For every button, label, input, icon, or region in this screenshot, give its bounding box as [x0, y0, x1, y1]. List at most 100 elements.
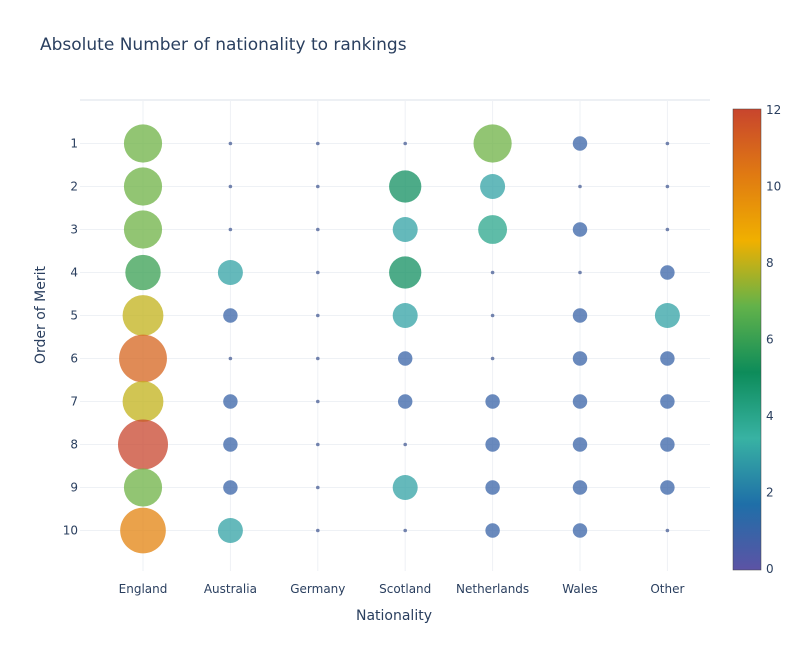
bubble-england-rank-1[interactable]: England, 1: 7: [123, 124, 163, 163]
bubble-netherlands-rank-4[interactable]: Netherlands, 4: 0: [490, 270, 495, 275]
bubble-wales-rank-7[interactable]: Wales, 7: 1: [572, 394, 588, 409]
bubble-scotland-rank-4[interactable]: Scotland, 4: 5: [389, 256, 422, 289]
x-tick-england: England: [119, 582, 168, 596]
x-axis-label: Nationality: [356, 608, 432, 624]
bubble-netherlands-rank-9[interactable]: Netherlands, 9: 1: [485, 480, 500, 495]
bubble-england-rank-4[interactable]: England, 4: 6: [125, 254, 161, 291]
colorbar-tick-2: 2: [766, 486, 774, 500]
bubble-wales-rank-4[interactable]: Wales, 4: 0: [578, 270, 582, 275]
x-tick-other: Other: [650, 582, 684, 596]
bubble-other-rank-6[interactable]: Other, 6: 1: [660, 351, 675, 366]
bubble-germany-rank-2[interactable]: Germany, 2: 0: [316, 184, 320, 189]
bubble-scotland-rank-7[interactable]: Scotland, 7: 1: [397, 394, 413, 409]
bubble-netherlands-rank-7[interactable]: Netherlands, 7: 1: [485, 394, 500, 409]
bubble-australia-rank-3[interactable]: Australia, 3: 0: [228, 227, 233, 232]
bubble-wales-rank-6[interactable]: Wales, 6: 1: [572, 351, 588, 366]
bubble-netherlands-rank-8[interactable]: Netherlands, 8: 1: [485, 437, 500, 452]
bubble-other-rank-7[interactable]: Other, 7: 1: [660, 394, 675, 409]
bubble-australia-rank-1[interactable]: Australia, 1: 0: [228, 141, 233, 146]
y-axis-ticks: 1 2 3 4 5 6 7 8 9 10: [63, 137, 78, 538]
colorbar-tick-4: 4: [766, 409, 774, 423]
bubble-wales-rank-9[interactable]: Wales, 9: 1: [572, 480, 588, 495]
bubble-wales-rank-3[interactable]: Wales, 3: 1: [572, 222, 588, 237]
bubble-germany-rank-8[interactable]: Germany, 8: 0: [316, 442, 320, 447]
bubble-australia-rank-9[interactable]: Australia, 9: 1: [223, 480, 238, 495]
bubble-scotland-rank-6[interactable]: Scotland, 6: 1: [397, 351, 413, 366]
chart-title: Absolute Number of nationality to rankin…: [40, 35, 407, 55]
bubble-australia-rank-10[interactable]: Australia, 10: 3: [217, 518, 243, 543]
colorbar-tick-0: 0: [766, 562, 774, 576]
bubble-scotland-rank-1[interactable]: Scotland, 1: 0: [403, 141, 408, 146]
y-tick-8: 8: [70, 438, 78, 452]
bubble-england-rank-2[interactable]: England, 2: 7: [123, 167, 163, 206]
bubble-germany-rank-4[interactable]: Germany, 4: 0: [316, 270, 320, 275]
x-tick-germany: Germany: [290, 582, 345, 596]
y-tick-1: 1: [70, 137, 78, 151]
y-tick-4: 4: [70, 266, 78, 280]
y-axis-label: Order of Merit: [33, 265, 49, 364]
bubble-australia-rank-8[interactable]: Australia, 8: 1: [223, 437, 238, 452]
bubble-netherlands-rank-6[interactable]: Netherlands, 6: 0: [490, 356, 495, 361]
bubble-scotland-rank-9[interactable]: Scotland, 9: 3: [392, 475, 418, 500]
bubble-scotland-rank-10[interactable]: Scotland, 10: 0: [403, 528, 408, 533]
bubble-netherlands-rank-3[interactable]: Netherlands, 3: 4: [478, 215, 508, 244]
bubbles: England, 1: 7 Australia, 1: 0 Germany, 1: …: [118, 124, 680, 554]
bubble-england-rank-3[interactable]: England, 3: 7: [123, 210, 163, 249]
colorbar-tick-10: 10: [766, 180, 781, 194]
bubble-other-rank-4[interactable]: Other, 4: 1: [660, 265, 675, 280]
colorbar-tick-6: 6: [766, 333, 774, 347]
y-tick-10: 10: [63, 524, 78, 538]
bubble-england-rank-6[interactable]: England, 6: 11: [119, 334, 167, 383]
bubble-australia-rank-2[interactable]: Australia, 2: 0: [228, 184, 233, 189]
bubble-germany-rank-5[interactable]: Germany, 5: 0: [316, 313, 320, 318]
x-tick-scotland: Scotland: [379, 582, 431, 596]
x-tick-australia: Australia: [204, 582, 257, 596]
bubble-germany-rank-6[interactable]: Germany, 6: 0: [316, 356, 320, 361]
bubble-netherlands-rank-10[interactable]: Netherlands, 10: 1: [485, 523, 500, 538]
colorbar-tick-8: 8: [766, 256, 774, 270]
x-tick-netherlands: Netherlands: [456, 582, 529, 596]
x-tick-wales: Wales: [562, 582, 597, 596]
bubble-netherlands-rank-5[interactable]: Netherlands, 5: 0: [490, 313, 495, 318]
y-tick-9: 9: [70, 481, 78, 495]
bubble-germany-rank-1[interactable]: Germany, 1: 0: [316, 141, 320, 146]
bubble-australia-rank-6[interactable]: Australia, 6: 0: [228, 356, 233, 361]
bubble-other-rank-3[interactable]: Other, 3: 0: [665, 227, 670, 232]
bubble-england-rank-7[interactable]: England, 7: 8: [122, 381, 164, 422]
bubble-netherlands-rank-1[interactable]: Netherlands, 1: 7: [473, 124, 512, 163]
y-tick-6: 6: [70, 352, 78, 366]
bubble-wales-rank-5[interactable]: Wales, 5: 1: [572, 308, 588, 323]
bubble-netherlands-rank-2[interactable]: Netherlands, 2: 3: [480, 174, 506, 199]
bubble-wales-rank-2[interactable]: Wales, 2: 0: [578, 184, 582, 189]
bubble-wales-rank-10[interactable]: Wales, 10: 1: [572, 523, 588, 538]
bubble-scotland-rank-8[interactable]: Scotland, 8: 0: [403, 442, 408, 447]
bubble-germany-rank-3[interactable]: Germany, 3: 0: [316, 227, 320, 232]
bubble-australia-rank-7[interactable]: Australia, 7: 1: [223, 394, 238, 409]
bubble-germany-rank-10[interactable]: Germany, 10: 0: [316, 528, 320, 533]
bubble-england-rank-10[interactable]: England, 10: 10: [120, 507, 166, 554]
bubble-england-rank-9[interactable]: England, 9: 7: [123, 468, 163, 507]
bubble-other-rank-9[interactable]: Other, 9: 1: [660, 480, 675, 495]
bubble-other-rank-1[interactable]: Other, 1: 0: [665, 141, 670, 146]
bubble-australia-rank-5[interactable]: Australia, 5: 1: [223, 308, 238, 323]
colorbar: [732, 108, 762, 571]
bubble-other-rank-8[interactable]: Other, 8: 1: [660, 437, 675, 452]
bubble-scotland-rank-2[interactable]: Scotland, 2: 5: [389, 170, 422, 203]
bubble-scotland-rank-3[interactable]: Scotland, 3: 3: [392, 217, 418, 242]
bubble-other-rank-10[interactable]: Other, 10: 0: [665, 528, 670, 533]
bubble-germany-rank-9[interactable]: Germany, 9: 0: [316, 485, 320, 490]
y-tick-2: 2: [70, 180, 78, 194]
bubble-wales-rank-1[interactable]: Wales, 1: 1: [572, 136, 588, 151]
bubble-scotland-rank-5[interactable]: Scotland, 5: 3: [392, 303, 418, 328]
bubble-wales-rank-8[interactable]: Wales, 8: 1: [572, 437, 588, 452]
bubble-germany-rank-7[interactable]: Germany, 7: 0: [316, 399, 320, 404]
bubble-other-rank-5[interactable]: Other, 5: 3: [654, 303, 680, 328]
bubble-other-rank-2[interactable]: Other, 2: 0: [665, 184, 670, 189]
bubble-england-rank-5[interactable]: England, 5: 8: [122, 295, 164, 336]
bubble-england-rank-8[interactable]: England, 8: 12: [118, 419, 168, 470]
y-tick-5: 5: [70, 309, 78, 323]
bubble-australia-rank-4[interactable]: Australia, 4: 3: [217, 260, 243, 285]
